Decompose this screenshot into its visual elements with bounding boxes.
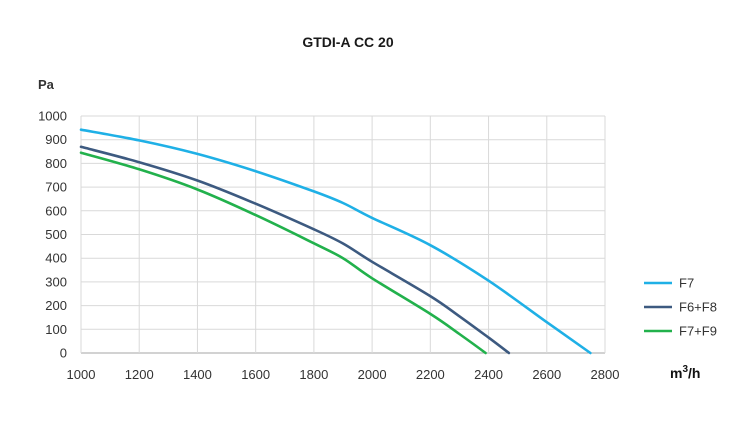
x-tick-labels: 1000 1200 1400 1600 1800 2000 2200 2400 2600 2800	[67, 367, 620, 382]
y-tick-label: 900	[45, 132, 67, 147]
y-tick-label: 800	[45, 156, 67, 171]
y-tick-label: 400	[45, 251, 67, 266]
x-tick-label: 1000	[67, 367, 96, 382]
legend-label: F6+F8	[679, 300, 717, 315]
series-line-f7-f9	[79, 151, 487, 355]
series-line-f6-f8	[79, 145, 511, 355]
x-tick-label: 1200	[125, 367, 154, 382]
y-tick-label: 500	[45, 227, 67, 242]
x-tick-label: 2800	[591, 367, 620, 382]
chart-title: GTDI-A CC 20	[302, 34, 393, 50]
x-axis-label: m3/h	[670, 364, 700, 381]
y-tick-label: 700	[45, 180, 67, 195]
y-tick-label: 100	[45, 322, 67, 337]
series-lines	[79, 128, 592, 355]
y-tick-labels: 0 100 200 300 400 500 600 700 800 900 1000	[38, 109, 67, 361]
y-tick-label: 600	[45, 203, 67, 218]
y-tick-label: 0	[60, 346, 67, 361]
x-tick-label: 2200	[416, 367, 445, 382]
legend-label: F7+F9	[679, 324, 717, 339]
gridlines	[80, 115, 606, 354]
y-tick-label: 1000	[38, 109, 67, 124]
legend-label: F7	[679, 276, 694, 291]
series-line-f7	[79, 128, 592, 355]
x-tick-label: 2000	[358, 367, 387, 382]
x-tick-label: 1400	[183, 367, 212, 382]
y-tick-label: 300	[45, 274, 67, 289]
x-tick-label: 1800	[299, 367, 328, 382]
x-tick-label: 2400	[474, 367, 503, 382]
y-tick-label: 200	[45, 298, 67, 313]
x-tick-label: 2600	[532, 367, 561, 382]
y-axis-label: Pa	[38, 77, 55, 92]
x-tick-label: 1600	[241, 367, 270, 382]
legend: F7 F6+F8 F7+F9	[644, 276, 717, 339]
